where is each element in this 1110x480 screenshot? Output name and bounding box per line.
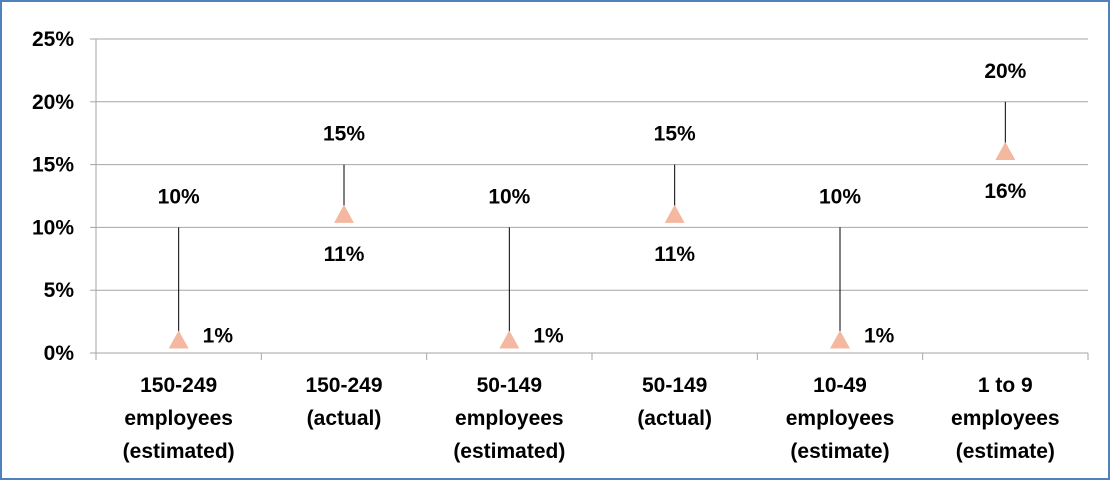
category-label: (estimate) — [956, 440, 1055, 463]
y-tick-label: 0% — [44, 342, 75, 365]
high-value-label: 10% — [819, 185, 861, 208]
y-tick-label: 5% — [44, 279, 75, 302]
category-label: employees — [786, 407, 895, 430]
category-label: employees — [124, 407, 233, 430]
high-value-label: 15% — [323, 123, 365, 146]
triangle-marker — [499, 330, 520, 349]
category-label: (estimated) — [123, 440, 235, 463]
triangle-marker — [830, 330, 850, 349]
category-label: employees — [455, 407, 564, 430]
low-value-label: 1% — [864, 324, 895, 347]
category-label: (estimated) — [453, 440, 565, 463]
triangle-marker — [334, 204, 354, 223]
y-tick-label: 25% — [32, 28, 74, 51]
category-label: (actual) — [637, 407, 712, 430]
category-label: (estimate) — [790, 440, 889, 463]
y-tick-label: 15% — [32, 154, 74, 177]
high-value-label: 15% — [654, 123, 696, 146]
category-label: 150-249 — [140, 374, 217, 397]
low-value-label: 11% — [324, 243, 365, 266]
category-label: 50-149 — [642, 374, 707, 397]
low-value-label: 1% — [533, 324, 564, 347]
category-label: 1 to 9 — [978, 374, 1033, 397]
low-value-label: 1% — [203, 324, 234, 347]
low-value-label: 11% — [654, 243, 695, 266]
high-value-label: 20% — [984, 60, 1026, 83]
category-label: 10-49 — [813, 374, 867, 397]
low-value-label: 16% — [984, 180, 1026, 203]
category-label: 150-249 — [305, 374, 382, 397]
triangle-marker — [995, 142, 1016, 161]
category-label: employees — [951, 407, 1060, 430]
category-label: 50-149 — [477, 374, 542, 397]
y-tick-label: 20% — [32, 91, 74, 114]
category-label: (actual) — [307, 407, 382, 430]
high-value-label: 10% — [158, 185, 200, 208]
y-tick-label: 10% — [32, 216, 74, 239]
triangle-marker — [168, 330, 189, 349]
high-value-label: 10% — [488, 185, 530, 208]
triangle-marker — [664, 204, 685, 223]
